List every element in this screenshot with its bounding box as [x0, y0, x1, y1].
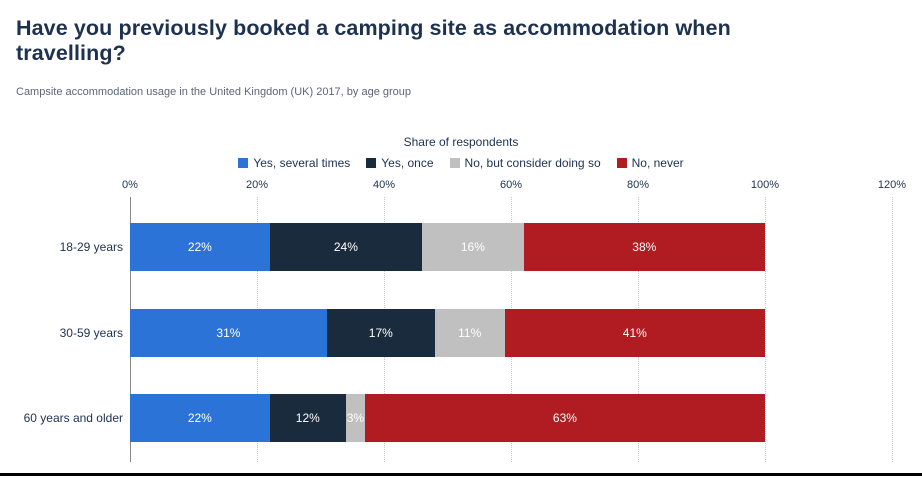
category-label: 18-29 years: [59, 240, 123, 254]
x-axis-ticks: 0% 20% 40% 60% 80% 100% 120%: [122, 179, 906, 195]
legend-label: Yes, several times: [253, 156, 351, 170]
tick-label: 20%: [245, 179, 269, 191]
category-label: 30-59 years: [59, 325, 123, 340]
bar-segment: 11%: [434, 308, 505, 357]
bar-segment: 3%: [345, 394, 365, 442]
bar-row: 18-29 years 22% 24% 16% 38%: [60, 223, 892, 271]
bar-segment: 24%: [269, 223, 423, 271]
bottom-rule: [0, 473, 922, 476]
bar-segment: 63%: [364, 394, 765, 442]
bar-segment: 12%: [269, 394, 346, 442]
legend-swatch-icon: [449, 158, 460, 168]
plot-area: 18-29 years 22% 24% 16% 38% 30-59 years 31% 17%…: [24, 197, 893, 462]
page-subtitle: Campsite accommodation usage in the Unit…: [16, 86, 412, 98]
legend-swatch-icon: [616, 158, 627, 168]
bar-segment: 38%: [523, 223, 765, 271]
legend-item-3: No, never: [616, 156, 684, 170]
tick-label: 0%: [122, 179, 138, 191]
gridline: [765, 197, 766, 462]
legend-item-1: Yes, once: [366, 156, 434, 170]
bar-segment: 17%: [326, 308, 435, 357]
legend-item-0: Yes, several times: [238, 156, 350, 170]
legend-label: No, but consider doing so: [464, 156, 601, 170]
legend: Yes, several times Yes, once No, but consi…: [0, 156, 922, 170]
legend-label: No, never: [631, 156, 684, 170]
bar-row: 30-59 years 31% 17% 11% 41%: [60, 308, 892, 357]
tick-label: 80%: [626, 179, 650, 191]
legend-swatch-icon: [366, 158, 377, 168]
bar-segment: 22%: [130, 223, 270, 271]
tick-label: 100%: [750, 179, 780, 191]
tick-label: 120%: [877, 179, 907, 191]
bar-segment: 16%: [422, 223, 524, 271]
legend-label: Yes, once: [381, 156, 434, 170]
bar-segment: 22%: [130, 394, 270, 442]
legend-item-2: No, but consider doing so: [449, 156, 601, 170]
tick-label: 60%: [499, 179, 523, 191]
gridline: [892, 197, 893, 462]
bar-row: 60 years and older 22% 12% 3% 63%: [24, 394, 892, 442]
legend-swatch-icon: [238, 158, 249, 168]
bar-segment: 31%: [130, 308, 327, 357]
tick-label: 40%: [372, 179, 396, 191]
bar-segment: 41%: [504, 308, 765, 357]
category-label: 60 years and older: [23, 411, 123, 425]
axis-title: Share of respondents: [403, 135, 519, 149]
page-title: Have you previously booked a camping sit…: [16, 16, 731, 65]
